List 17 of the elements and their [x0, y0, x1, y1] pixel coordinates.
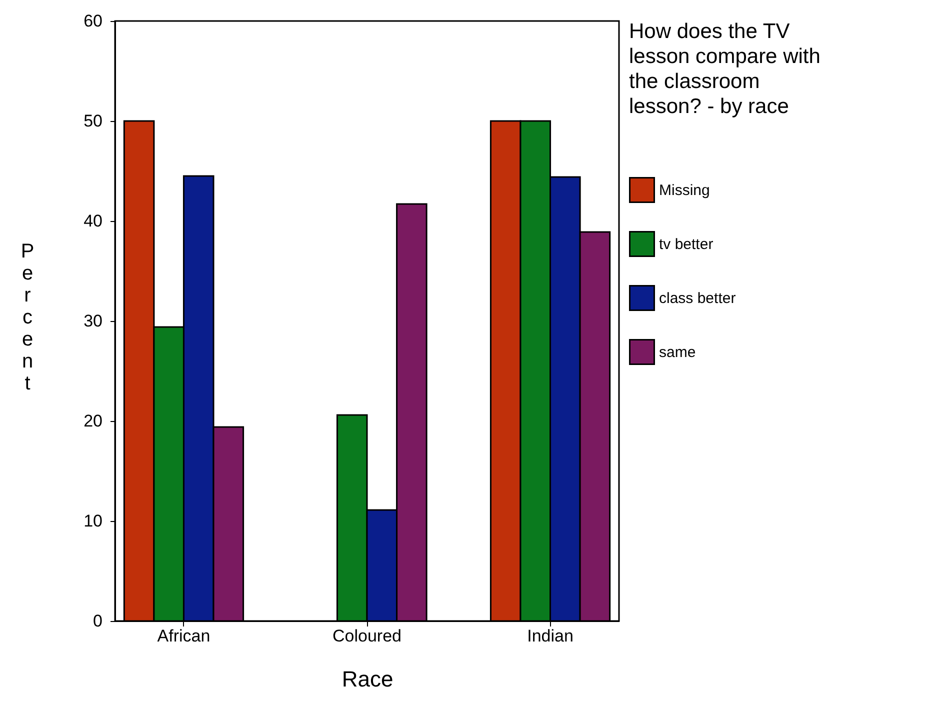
y-axis-title: Percent — [20, 240, 34, 394]
y-tick-label: 10 — [84, 512, 102, 530]
legend-label: Missing — [659, 182, 710, 199]
y-tick-label: 60 — [84, 12, 102, 30]
y-tick-label: 30 — [84, 312, 102, 330]
legend-title: How does the TV lesson compare with the classroom lesson? - by race — [629, 20, 820, 118]
legend-label: class better — [659, 290, 736, 307]
legend-label: tv better — [659, 236, 714, 253]
x-axis-title: Race — [342, 666, 394, 692]
y-tick-label: 50 — [84, 112, 102, 130]
legend-label: same — [659, 344, 696, 361]
y-tick-label: 20 — [84, 412, 102, 430]
y-tick-label: 0 — [93, 612, 102, 630]
y-tick-label: 40 — [84, 212, 102, 230]
x-tick-label: African — [157, 626, 210, 646]
x-tick-label: Coloured — [332, 626, 402, 646]
x-tick-label: Indian — [527, 626, 574, 646]
